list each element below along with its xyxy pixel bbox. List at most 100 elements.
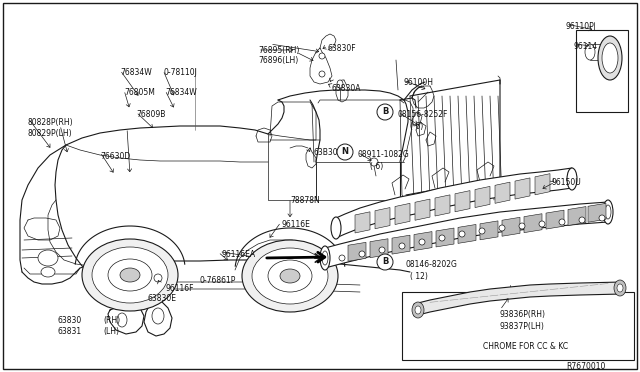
Text: 76834W: 76834W <box>120 68 152 77</box>
Text: ( 6): ( 6) <box>370 162 383 171</box>
Ellipse shape <box>92 247 168 303</box>
Text: 96110P: 96110P <box>566 22 595 31</box>
Polygon shape <box>535 174 550 195</box>
Polygon shape <box>455 190 470 212</box>
Text: 08156-8252F: 08156-8252F <box>398 110 449 119</box>
Text: CHROME FOR CC & KC: CHROME FOR CC & KC <box>483 342 568 351</box>
Text: ( 12): ( 12) <box>410 272 428 281</box>
Circle shape <box>377 254 393 270</box>
Polygon shape <box>355 212 370 233</box>
Ellipse shape <box>152 308 164 324</box>
Ellipse shape <box>370 158 378 166</box>
Text: 0-76861P: 0-76861P <box>200 276 236 285</box>
Text: 96116E: 96116E <box>281 220 310 229</box>
Text: B: B <box>382 108 388 116</box>
Ellipse shape <box>280 269 300 283</box>
Ellipse shape <box>419 239 425 245</box>
Ellipse shape <box>319 53 325 59</box>
Text: (RH): (RH) <box>103 316 120 325</box>
Polygon shape <box>568 206 586 225</box>
Ellipse shape <box>41 267 55 277</box>
Ellipse shape <box>322 251 328 265</box>
Ellipse shape <box>459 231 465 237</box>
Polygon shape <box>475 186 490 208</box>
Text: 93837P(LH): 93837P(LH) <box>500 322 545 331</box>
Ellipse shape <box>252 248 328 304</box>
Text: N: N <box>342 148 349 157</box>
Ellipse shape <box>319 71 325 77</box>
Polygon shape <box>336 168 572 238</box>
Ellipse shape <box>585 44 595 60</box>
Polygon shape <box>348 242 366 261</box>
Ellipse shape <box>120 268 140 282</box>
Polygon shape <box>415 199 430 220</box>
Text: 80828P(RH): 80828P(RH) <box>28 118 74 127</box>
Polygon shape <box>546 210 564 229</box>
Text: 76630D: 76630D <box>100 152 131 161</box>
Text: 76805M: 76805M <box>124 88 155 97</box>
Ellipse shape <box>379 247 385 253</box>
Polygon shape <box>395 203 410 224</box>
Polygon shape <box>414 232 432 250</box>
Polygon shape <box>495 182 510 203</box>
Text: 63B30A: 63B30A <box>313 148 343 157</box>
Ellipse shape <box>602 43 618 73</box>
Text: 76809B: 76809B <box>136 110 165 119</box>
Ellipse shape <box>154 274 162 282</box>
Polygon shape <box>436 228 454 247</box>
Ellipse shape <box>479 228 485 234</box>
Ellipse shape <box>38 250 58 266</box>
Text: R7670010: R7670010 <box>566 362 605 371</box>
Ellipse shape <box>331 217 341 239</box>
Polygon shape <box>515 178 530 199</box>
Text: 96114: 96114 <box>574 42 598 51</box>
Polygon shape <box>370 239 388 258</box>
Text: 96100H: 96100H <box>403 78 433 87</box>
Ellipse shape <box>519 223 525 229</box>
Ellipse shape <box>359 251 365 257</box>
Text: 63831: 63831 <box>58 327 82 336</box>
Ellipse shape <box>337 80 343 88</box>
Ellipse shape <box>117 313 127 327</box>
Polygon shape <box>375 208 390 229</box>
Ellipse shape <box>268 260 312 292</box>
Ellipse shape <box>617 284 623 292</box>
Polygon shape <box>502 217 520 236</box>
Text: ( 6): ( 6) <box>410 122 423 131</box>
Text: B: B <box>382 257 388 266</box>
Ellipse shape <box>242 240 338 312</box>
Ellipse shape <box>579 217 585 223</box>
Bar <box>402 292 634 360</box>
Ellipse shape <box>598 36 622 80</box>
Ellipse shape <box>412 302 424 318</box>
Polygon shape <box>325 202 608 268</box>
Text: 0-78110J: 0-78110J <box>163 68 197 77</box>
Text: 78878N: 78878N <box>290 196 320 205</box>
Circle shape <box>337 144 353 160</box>
Text: 76834W: 76834W <box>165 88 196 97</box>
Polygon shape <box>588 203 606 222</box>
Polygon shape <box>524 214 542 232</box>
Polygon shape <box>414 282 622 316</box>
Text: 63830A: 63830A <box>332 84 362 93</box>
Ellipse shape <box>399 243 405 249</box>
Text: 63830: 63830 <box>58 316 83 325</box>
Text: 63830F: 63830F <box>328 44 356 53</box>
Ellipse shape <box>320 246 330 270</box>
Ellipse shape <box>108 259 152 291</box>
Polygon shape <box>435 195 450 216</box>
Text: 63830E: 63830E <box>148 294 177 303</box>
Ellipse shape <box>499 225 505 231</box>
Ellipse shape <box>603 200 613 224</box>
Text: 76895(RH): 76895(RH) <box>258 46 300 55</box>
Ellipse shape <box>539 221 545 227</box>
Ellipse shape <box>415 306 421 314</box>
Ellipse shape <box>339 255 345 261</box>
Ellipse shape <box>599 215 605 221</box>
Ellipse shape <box>567 168 577 190</box>
Ellipse shape <box>439 235 445 241</box>
Ellipse shape <box>82 239 178 311</box>
Text: 96116EA: 96116EA <box>222 250 256 259</box>
Circle shape <box>377 104 393 120</box>
Ellipse shape <box>605 205 611 219</box>
